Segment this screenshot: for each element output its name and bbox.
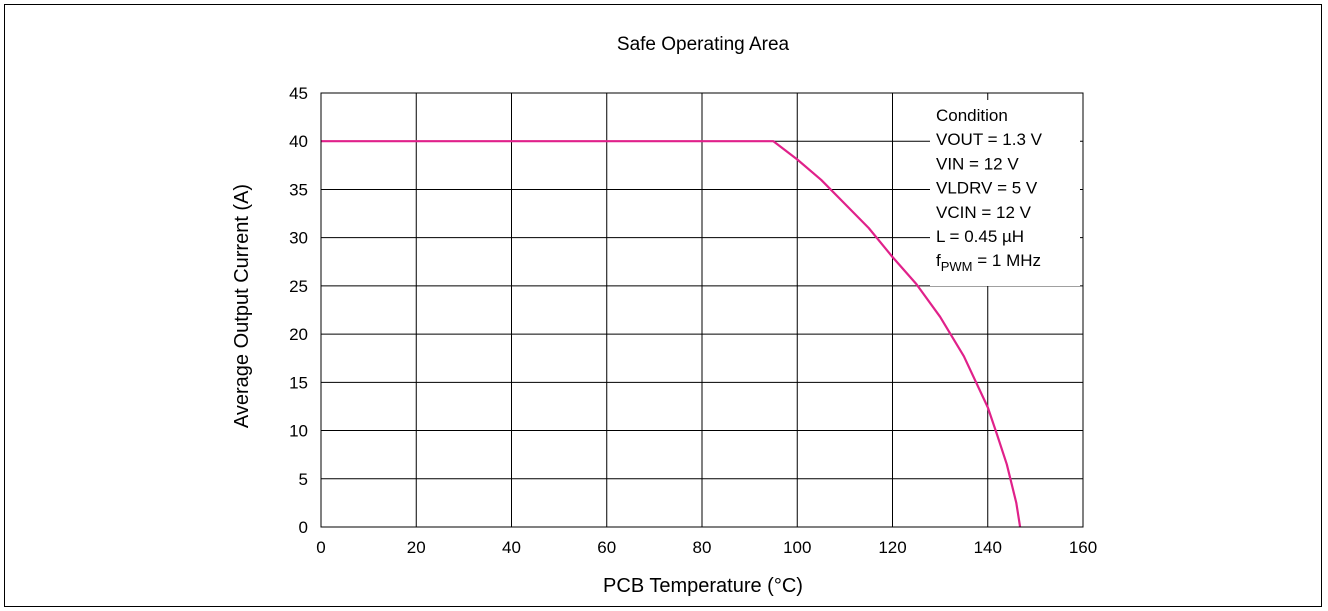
condition-line-3: VCIN = 12 V xyxy=(936,203,1032,222)
y-tick-label-7: 35 xyxy=(289,180,308,199)
y-tick-label-6: 30 xyxy=(289,229,308,248)
condition-box-background xyxy=(930,100,1080,286)
plot-area-border xyxy=(320,92,1084,528)
y-axis-label: Average Output Current (A) xyxy=(231,184,253,428)
condition-line-2: VLDRV = 5 V xyxy=(936,179,1038,198)
x-tick-label-2: 40 xyxy=(502,538,521,557)
x-tick-label-5: 100 xyxy=(783,538,811,557)
x-tick-label-8: 160 xyxy=(1069,538,1097,557)
x-tick-label-1: 20 xyxy=(407,538,426,557)
y-tick-label-9: 45 xyxy=(289,84,308,103)
condition-title: Condition xyxy=(936,106,1008,125)
y-tick-label-5: 25 xyxy=(289,277,308,296)
y-tick-labels: 0 5 10 15 20 25 30 35 40 45 xyxy=(289,84,308,537)
x-axis-label: PCB Temperature (°C) xyxy=(603,575,803,597)
y-tick-label-1: 5 xyxy=(299,470,308,489)
y-tick-label-3: 15 xyxy=(289,373,308,392)
condition-box: Condition VOUT = 1.3 V VIN = 12 V VLDRV = 5… xyxy=(930,100,1080,286)
x-tick-label-3: 60 xyxy=(597,538,616,557)
x-tick-label-0: 0 xyxy=(316,538,325,557)
condition-line-4: L = 0.45 µH xyxy=(936,227,1024,246)
series-line-sao-curve xyxy=(321,140,1022,528)
condition-line-0: VOUT = 1.3 V xyxy=(936,130,1043,149)
condition-line-5: fPWM = 1 MHz xyxy=(936,251,1041,274)
y-tick-label-0: 0 xyxy=(299,518,308,537)
x-tick-label-7: 140 xyxy=(974,538,1002,557)
y-tick-label-4: 20 xyxy=(289,325,308,344)
y-tick-label-8: 40 xyxy=(289,132,308,151)
x-tick-label-4: 80 xyxy=(693,538,712,557)
x-tick-labels: 0 20 40 60 80 100 120 140 160 xyxy=(316,538,1097,557)
x-tick-label-6: 120 xyxy=(878,538,906,557)
figure-frame xyxy=(4,4,1322,607)
condition-line-1: VIN = 12 V xyxy=(936,154,1019,173)
y-tick-label-2: 10 xyxy=(289,422,308,441)
chart-title: Safe Operating Area xyxy=(617,34,790,55)
